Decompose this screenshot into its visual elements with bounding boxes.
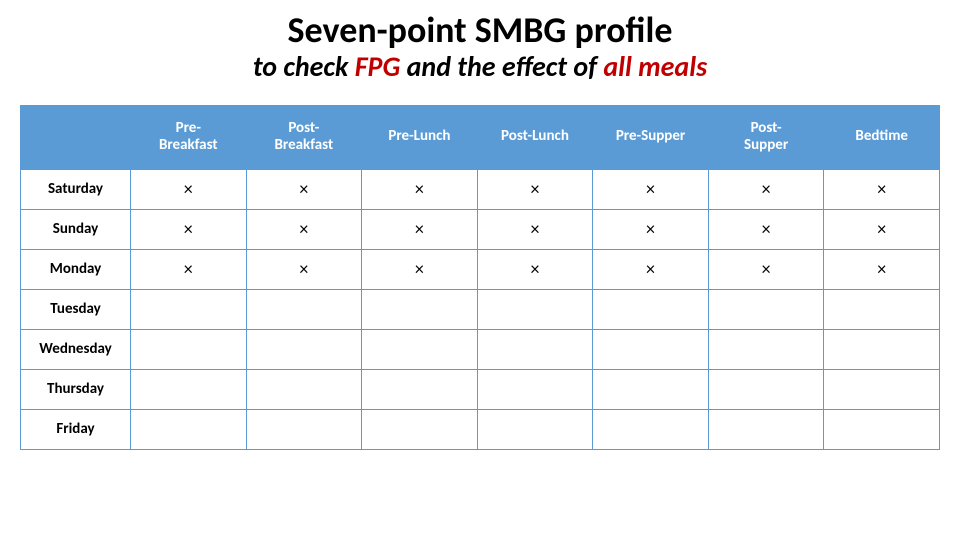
cell <box>708 329 824 369</box>
cell: × <box>131 249 247 289</box>
table-row: Monday××××××× <box>21 249 940 289</box>
cell <box>477 369 593 409</box>
cell <box>246 289 362 329</box>
day-label: Friday <box>21 409 131 449</box>
col-pre-lunch: Pre-Lunch <box>362 105 478 169</box>
table-row: Friday <box>21 409 940 449</box>
cell <box>708 289 824 329</box>
cell <box>246 409 362 449</box>
table-row: Wednesday <box>21 329 940 369</box>
cell <box>824 369 940 409</box>
subtitle-part-3: the effect of <box>457 49 603 84</box>
cell <box>362 369 478 409</box>
cell <box>593 289 709 329</box>
slide-subtitle: to check FPG and the effect of all meals <box>0 52 960 83</box>
smbg-table-body: Saturday×××××××Sunday×××××××Monday××××××… <box>21 169 940 449</box>
table-row: Thursday <box>21 369 940 409</box>
cell <box>708 409 824 449</box>
col-pre-supper: Pre-Supper <box>593 105 709 169</box>
table-row: Saturday××××××× <box>21 169 940 209</box>
smbg-table: Pre-Breakfast Post-Breakfast Pre-Lunch P… <box>20 105 940 450</box>
cell <box>477 289 593 329</box>
cell: × <box>362 169 478 209</box>
cell: × <box>593 169 709 209</box>
header-row: Pre-Breakfast Post-Breakfast Pre-Lunch P… <box>21 105 940 169</box>
cell <box>362 289 478 329</box>
cell <box>708 369 824 409</box>
cell: × <box>477 169 593 209</box>
col-pre-breakfast: Pre-Breakfast <box>131 105 247 169</box>
cell <box>246 369 362 409</box>
cell <box>362 409 478 449</box>
cell: × <box>708 249 824 289</box>
cell: × <box>824 169 940 209</box>
slide: Seven-point SMBG profile to check FPG an… <box>0 0 960 540</box>
subtitle-part-1: to check <box>253 49 355 84</box>
cell: × <box>362 209 478 249</box>
smbg-table-wrap: Pre-Breakfast Post-Breakfast Pre-Lunch P… <box>20 105 940 450</box>
subtitle-part-2: and <box>400 49 457 84</box>
cell <box>477 329 593 369</box>
cell: × <box>477 209 593 249</box>
cell <box>131 329 247 369</box>
cell <box>131 369 247 409</box>
day-label: Tuesday <box>21 289 131 329</box>
day-label: Thursday <box>21 369 131 409</box>
cell: × <box>593 249 709 289</box>
col-bedtime: Bedtime <box>824 105 940 169</box>
cell: × <box>824 209 940 249</box>
slide-title: Seven-point SMBG profile <box>0 12 960 50</box>
cell <box>593 329 709 369</box>
cell: × <box>362 249 478 289</box>
cell: × <box>246 209 362 249</box>
cell: × <box>131 169 247 209</box>
cell <box>824 329 940 369</box>
cell <box>131 289 247 329</box>
table-row: Tuesday <box>21 289 940 329</box>
cell <box>131 409 247 449</box>
cell: × <box>824 249 940 289</box>
col-post-supper: Post-Supper <box>708 105 824 169</box>
cell: × <box>593 209 709 249</box>
day-label: Monday <box>21 249 131 289</box>
cell <box>477 409 593 449</box>
cell <box>246 329 362 369</box>
day-label: Saturday <box>21 169 131 209</box>
cell: × <box>246 169 362 209</box>
cell <box>593 369 709 409</box>
day-label: Sunday <box>21 209 131 249</box>
subtitle-red-allmeals: all meals <box>603 49 707 84</box>
cell: × <box>246 249 362 289</box>
cell <box>824 409 940 449</box>
col-post-breakfast: Post-Breakfast <box>246 105 362 169</box>
table-row: Sunday××××××× <box>21 209 940 249</box>
cell <box>362 329 478 369</box>
cell: × <box>708 209 824 249</box>
subtitle-red-fpg: FPG <box>355 49 401 84</box>
cell: × <box>477 249 593 289</box>
cell: × <box>708 169 824 209</box>
cell: × <box>131 209 247 249</box>
cell <box>824 289 940 329</box>
col-post-lunch: Post-Lunch <box>477 105 593 169</box>
cell <box>593 409 709 449</box>
day-label: Wednesday <box>21 329 131 369</box>
header-corner <box>21 105 131 169</box>
